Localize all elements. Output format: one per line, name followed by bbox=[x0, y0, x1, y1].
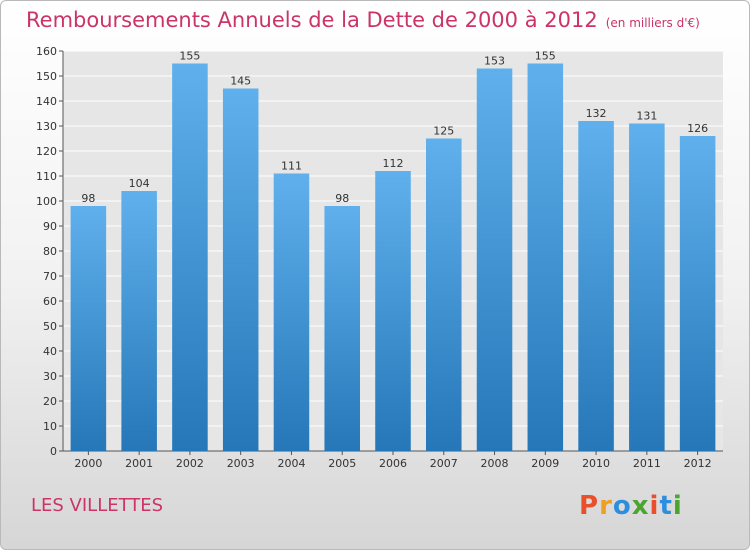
bar-value-label: 126 bbox=[687, 122, 708, 135]
bar-value-label: 145 bbox=[230, 75, 251, 88]
bar-value-label: 132 bbox=[586, 107, 607, 120]
bar bbox=[324, 206, 360, 451]
x-tick-label: 2008 bbox=[481, 457, 509, 470]
y-tick-label: 150 bbox=[36, 70, 57, 83]
bar bbox=[222, 88, 259, 451]
y-tick-label: 90 bbox=[43, 220, 57, 233]
logo-letter: i bbox=[672, 491, 683, 521]
logo-letter: P bbox=[579, 491, 600, 521]
y-tick-label: 140 bbox=[36, 95, 57, 108]
bar bbox=[172, 63, 208, 451]
bar bbox=[121, 191, 157, 451]
bar-value-label: 98 bbox=[335, 192, 349, 205]
bar-value-label: 155 bbox=[179, 50, 200, 63]
y-tick-label: 60 bbox=[43, 295, 57, 308]
bar-value-label: 98 bbox=[81, 192, 95, 205]
chart-unit: (en milliers d'€) bbox=[605, 16, 700, 30]
x-tick-label: 2009 bbox=[531, 457, 559, 470]
x-tick-label: 2005 bbox=[328, 457, 356, 470]
y-tick-label: 160 bbox=[36, 45, 57, 58]
logo-letter: x bbox=[631, 491, 650, 521]
y-tick-label: 20 bbox=[43, 395, 57, 408]
y-tick-label: 120 bbox=[36, 145, 57, 158]
bar bbox=[426, 138, 462, 451]
x-tick-label: 2001 bbox=[125, 457, 153, 470]
y-tick-label: 0 bbox=[50, 445, 57, 458]
bar-value-label: 111 bbox=[281, 160, 302, 173]
x-tick-label: 2002 bbox=[176, 457, 204, 470]
x-tick-label: 2000 bbox=[74, 457, 102, 470]
x-tick-label: 2004 bbox=[277, 457, 305, 470]
bar bbox=[629, 123, 665, 451]
logo-letter: i bbox=[649, 491, 660, 521]
chart-title-text: Remboursements Annuels de la Dette de 20… bbox=[26, 8, 598, 32]
logo-letter: o bbox=[612, 491, 632, 521]
bar-value-label: 153 bbox=[484, 55, 505, 68]
y-tick-label: 10 bbox=[43, 420, 57, 433]
chart-title: Remboursements Annuels de la Dette de 20… bbox=[26, 8, 700, 32]
bar bbox=[273, 173, 310, 451]
y-tick-label: 70 bbox=[43, 270, 57, 283]
y-tick-label: 40 bbox=[43, 345, 57, 358]
x-tick-label: 2012 bbox=[684, 457, 712, 470]
x-tick-label: 2011 bbox=[633, 457, 661, 470]
bar bbox=[70, 206, 107, 451]
y-tick-label: 50 bbox=[43, 320, 57, 333]
x-tick-label: 2003 bbox=[227, 457, 255, 470]
y-tick-label: 30 bbox=[43, 370, 57, 383]
bar bbox=[679, 136, 716, 451]
bar-value-label: 155 bbox=[535, 50, 556, 63]
y-tick-label: 110 bbox=[36, 170, 57, 183]
logo-letter: t bbox=[659, 491, 673, 521]
y-tick-label: 100 bbox=[36, 195, 57, 208]
x-tick-label: 2006 bbox=[379, 457, 407, 470]
commune-name: LES VILLETTES bbox=[31, 495, 164, 516]
bar-value-label: 125 bbox=[433, 125, 454, 138]
y-tick-label: 130 bbox=[36, 120, 57, 133]
bar bbox=[578, 121, 614, 451]
logo-letter: r bbox=[599, 491, 613, 521]
y-tick-label: 80 bbox=[43, 245, 57, 258]
bar-value-label: 112 bbox=[383, 157, 404, 170]
bar-value-label: 131 bbox=[636, 110, 657, 123]
x-tick-label: 2010 bbox=[582, 457, 610, 470]
bar bbox=[375, 171, 411, 451]
bar-value-label: 104 bbox=[129, 177, 150, 190]
bar bbox=[476, 68, 513, 451]
proxiti-logo: Proxiti bbox=[579, 491, 683, 521]
x-tick-label: 2007 bbox=[430, 457, 458, 470]
bar bbox=[527, 63, 564, 451]
